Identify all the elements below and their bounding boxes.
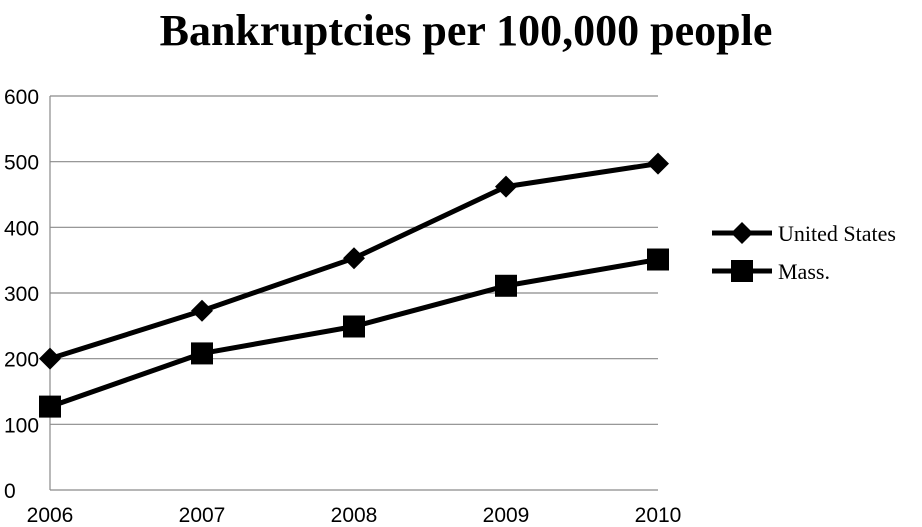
legend-entry-united-states: United States bbox=[712, 221, 896, 246]
axes bbox=[49, 96, 658, 491]
x-tick-label: 2006 bbox=[27, 504, 74, 527]
series-mass bbox=[39, 248, 669, 418]
y-tick-label: 300 bbox=[4, 283, 39, 306]
legend-marker-square bbox=[731, 260, 753, 282]
y-tick-label: 500 bbox=[4, 152, 39, 175]
x-tick-label: 2007 bbox=[179, 504, 226, 527]
x-tick-label: 2008 bbox=[331, 504, 378, 527]
data-point-diamond bbox=[39, 347, 61, 370]
x-tick-label: 2010 bbox=[635, 504, 682, 527]
x-tick-label: 2009 bbox=[483, 504, 530, 527]
legend-entry-mass: Mass. bbox=[712, 259, 830, 284]
legend: United States Mass. bbox=[712, 221, 896, 284]
x-tick-labels: 2006 2007 2008 2009 2010 bbox=[27, 504, 682, 527]
data-point-square bbox=[495, 274, 517, 297]
y-tick-label: 400 bbox=[4, 217, 39, 240]
data-point-square bbox=[343, 315, 365, 338]
y-tick-label: 200 bbox=[4, 349, 39, 372]
legend-label: Mass. bbox=[778, 259, 830, 284]
y-tick-label: 100 bbox=[4, 414, 39, 437]
gridlines bbox=[50, 95, 658, 425]
data-point-diamond bbox=[191, 299, 213, 322]
y-tick-label: 0 bbox=[4, 480, 16, 503]
y-tick-label: 600 bbox=[4, 86, 39, 109]
data-point-diamond bbox=[343, 247, 365, 270]
legend-marker-diamond bbox=[731, 222, 753, 244]
data-point-square bbox=[191, 342, 213, 365]
data-point-diamond bbox=[647, 152, 669, 175]
data-point-square bbox=[39, 395, 61, 418]
series-united-states bbox=[39, 152, 669, 370]
data-point-diamond bbox=[495, 175, 517, 198]
series-group bbox=[39, 152, 669, 418]
legend-label: United States bbox=[778, 221, 896, 246]
y-tick-labels: 0 100 200 300 400 500 600 bbox=[4, 86, 39, 503]
data-point-square bbox=[647, 248, 669, 271]
chart-title: Bankruptcies per 100,000 people bbox=[160, 6, 773, 55]
